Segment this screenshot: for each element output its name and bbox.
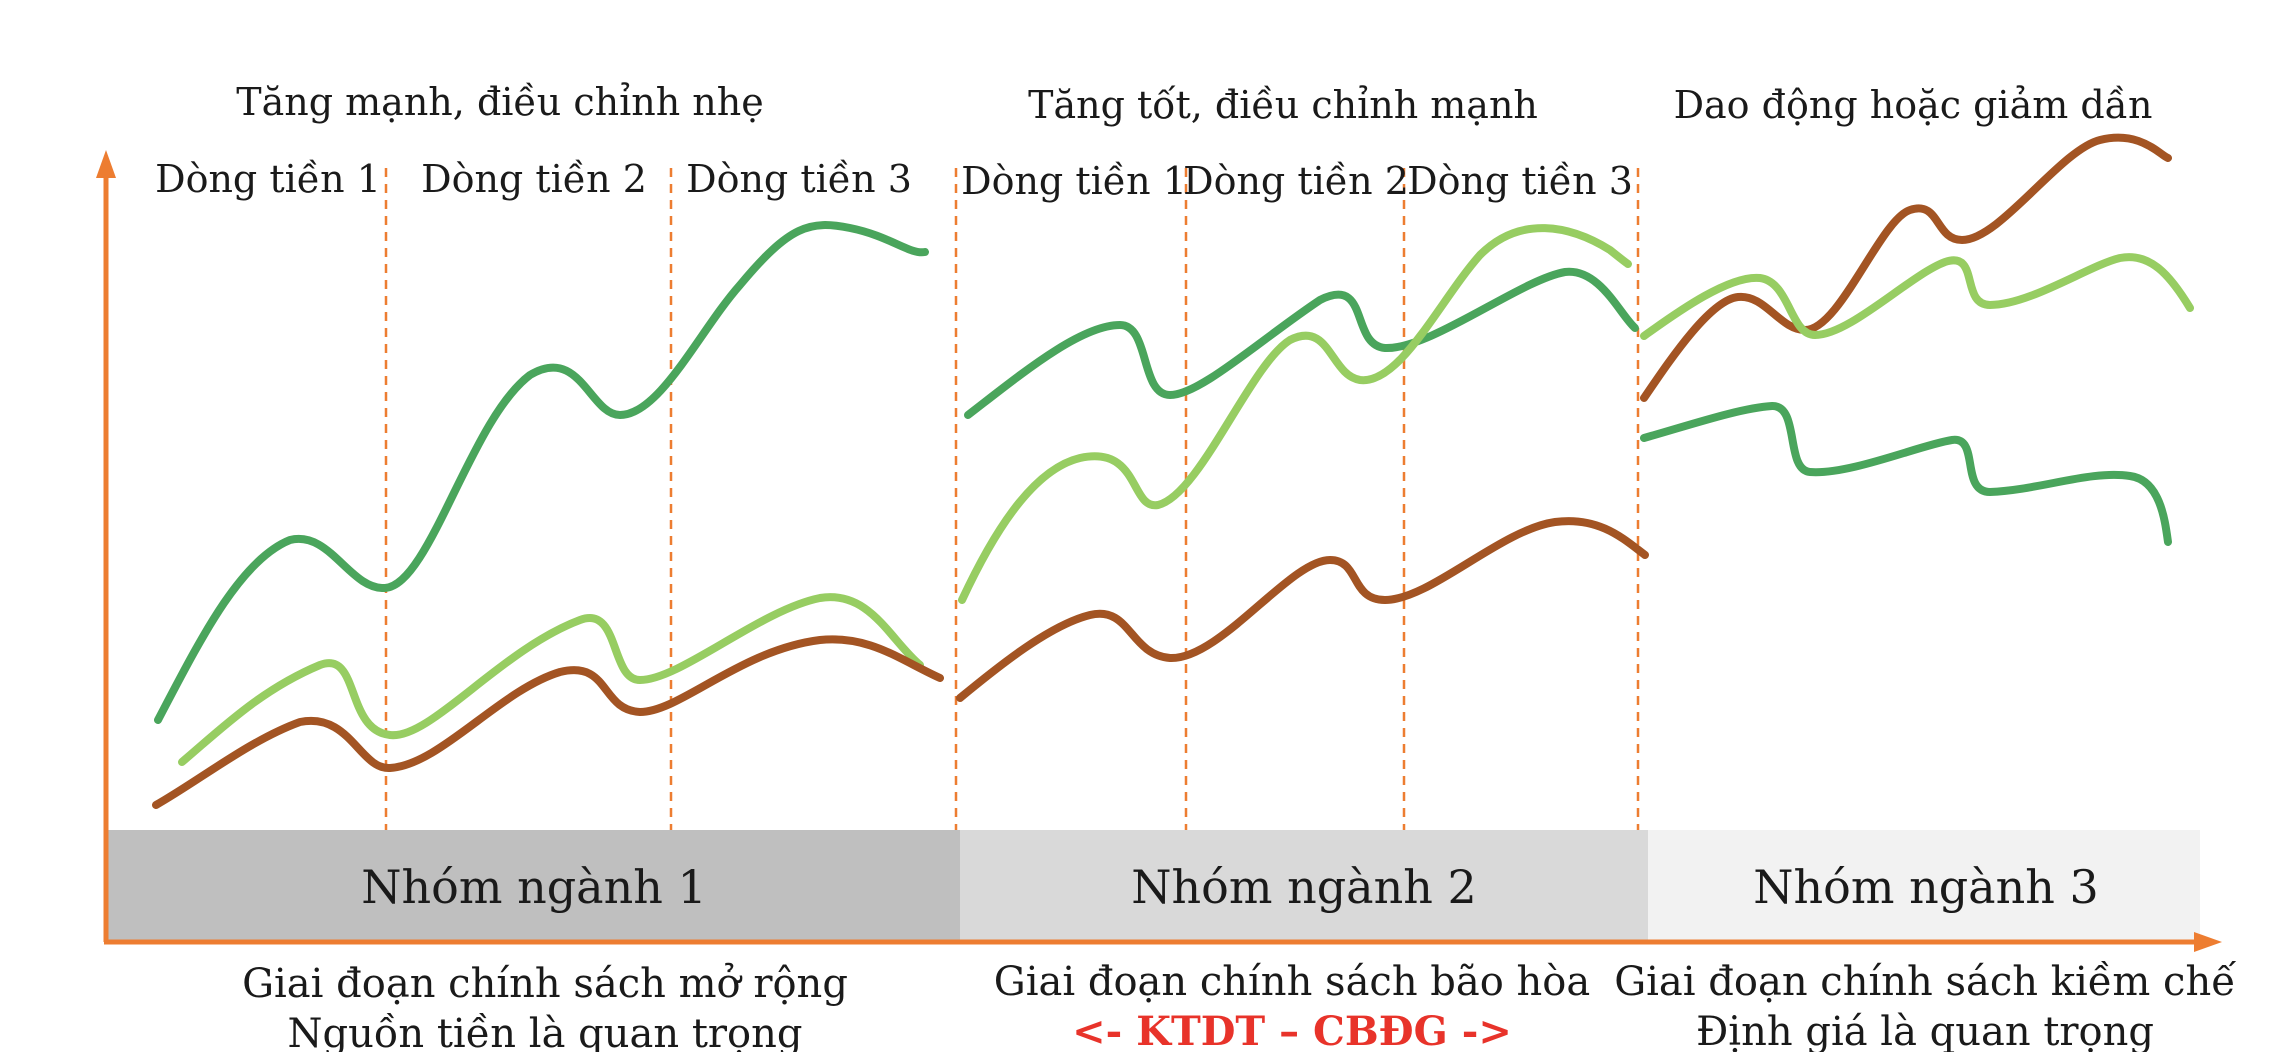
phase-2-flow-3: Dòng tiền 3 (1407, 159, 1633, 203)
x-axis-arrow (2194, 932, 2222, 952)
curve-brown (152, 635, 944, 809)
band-group-3 (1648, 830, 2200, 940)
phase-2-footer-line-2: <- KTDT – CBĐG -> (1072, 1008, 1512, 1052)
phase-3-curves (1640, 133, 2194, 546)
curve-dark-green (964, 267, 1639, 419)
phase-2-flow-1: Dòng tiền 1 (961, 159, 1187, 203)
separators (384, 168, 1640, 830)
curve-light-green (958, 224, 1632, 604)
phase-1-flow-2: Dòng tiền 2 (421, 157, 647, 201)
curve-brown (956, 517, 1649, 702)
phase-2-heading: Tăng tốt, điều chỉnh mạnh (1028, 83, 1538, 127)
curve-light-green (1640, 253, 2194, 340)
phase-1-flow-1: Dòng tiền 1 (155, 157, 381, 201)
phase-3-heading: Dao động hoặc giảm dần (1674, 83, 2153, 127)
phase-1-heading: Tăng mạnh, điều chỉnh nhẹ (236, 80, 763, 124)
curve-dark-green (154, 221, 929, 724)
group-2-label: Nhóm ngành 2 (1131, 860, 1476, 914)
curve-dark-green (1640, 401, 2172, 546)
phase-1-footer-line-1: Giai đoạn chính sách mở rộng (242, 961, 848, 1007)
phase-3-footer-line-2: Định giá là quan trọng (1696, 1009, 2154, 1052)
phase-2-curves (956, 224, 1649, 702)
phase-1-footer-line-2: Nguồn tiền là quan trọng (288, 1011, 803, 1052)
curve-light-green (178, 593, 924, 766)
phase-3-footer-line-1: Giai đoạn chính sách kiềm chế (1614, 959, 2236, 1005)
band-group-1 (106, 830, 960, 940)
phase-2-footer-line-1: Giai đoạn chính sách bão hòa (994, 959, 1591, 1005)
curve-brown (1640, 133, 2172, 402)
y-axis-arrow (96, 150, 116, 178)
band-group-2 (960, 830, 1648, 940)
phase-1-curves (152, 221, 944, 809)
phase-2-flow-2: Dòng tiền 2 (1183, 159, 1409, 203)
group-1-label: Nhóm ngành 1 (361, 860, 706, 914)
phase-1-flow-3: Dòng tiền 3 (686, 157, 912, 201)
group-3-label: Nhóm ngành 3 (1753, 860, 2098, 914)
